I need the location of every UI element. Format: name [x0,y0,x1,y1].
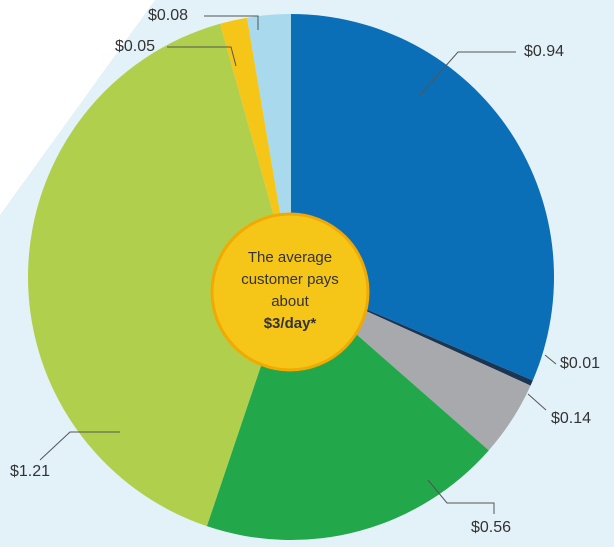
center-text: $3/day* [264,315,317,332]
leader-line [427,479,495,514]
pie [28,14,554,540]
data-label: $1.21 [10,463,50,480]
data-label: $0.14 [551,410,591,427]
data-label: $0.05 [115,38,155,55]
pie-slice [220,17,291,277]
data-label: $0.94 [524,43,564,60]
data-label: $0.56 [471,519,511,536]
leader-line [544,354,557,365]
pie-slice [28,23,291,527]
center-badge: The average customer pays about $3/day* [210,212,370,372]
center-circle [210,212,370,372]
data-label: $0.01 [560,355,600,372]
center-text: about [271,293,309,310]
leader-line [527,393,547,411]
leader-line [39,431,120,461]
center-text: The average [248,249,332,266]
leader-line [167,46,237,67]
leader-line [419,51,516,96]
data-label: $0.08 [148,7,188,24]
pie-slice [246,14,291,277]
center-text: customer pays [241,271,339,288]
leader-line [204,15,259,30]
labels: $0.94 $0.01 $0.14 $0.56 $1.21 $0.05 $0.08 [10,7,600,536]
